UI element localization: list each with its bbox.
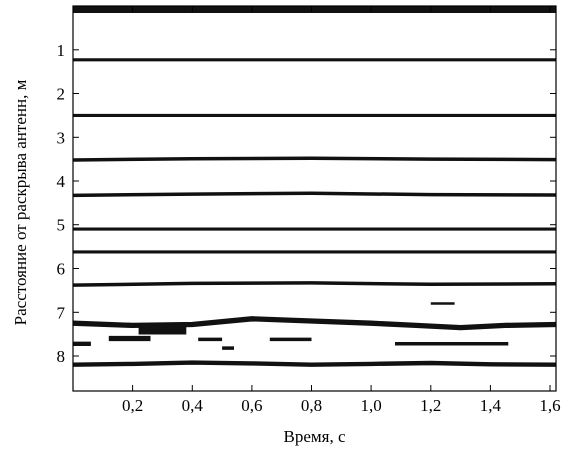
- y-tick-label: 1: [57, 41, 66, 60]
- x-tick-label: 0,6: [241, 396, 262, 415]
- axis-ticks: [73, 6, 556, 391]
- x-tick-label: 0,8: [301, 396, 322, 415]
- y-tick-label: 4: [57, 172, 66, 191]
- y-tick-label: 8: [57, 347, 66, 366]
- band-5: [73, 191, 556, 198]
- plot-area: [73, 6, 556, 367]
- plot-frame: [72, 5, 557, 392]
- band-10: [73, 360, 556, 367]
- x-tick-label: 1,2: [420, 396, 441, 415]
- y-tick-label: 6: [57, 260, 66, 279]
- x-tick-label: 1,6: [539, 396, 560, 415]
- x-tick-label: 0,4: [182, 396, 204, 415]
- axis-tick-labels: 0,2 0,4 0,6 0,8 1,0 1,2 1,4 1,6 1 2 3 4 5 6 7 8: [57, 41, 561, 415]
- y-tick-label: 3: [57, 128, 66, 147]
- x-tick-label: 1,0: [360, 396, 381, 415]
- x-axis-label: Время, с: [283, 427, 345, 446]
- y-axis-label: Расстояние от раскрыва антенн, м: [11, 79, 30, 325]
- band-8: [73, 281, 556, 287]
- band-4: [73, 156, 556, 162]
- x-tick-label: 1,4: [480, 396, 502, 415]
- y-tick-label: 5: [57, 216, 66, 235]
- x-tick-label: 0,2: [122, 396, 143, 415]
- y-tick-label: 7: [57, 303, 66, 322]
- y-tick-label: 2: [57, 85, 66, 104]
